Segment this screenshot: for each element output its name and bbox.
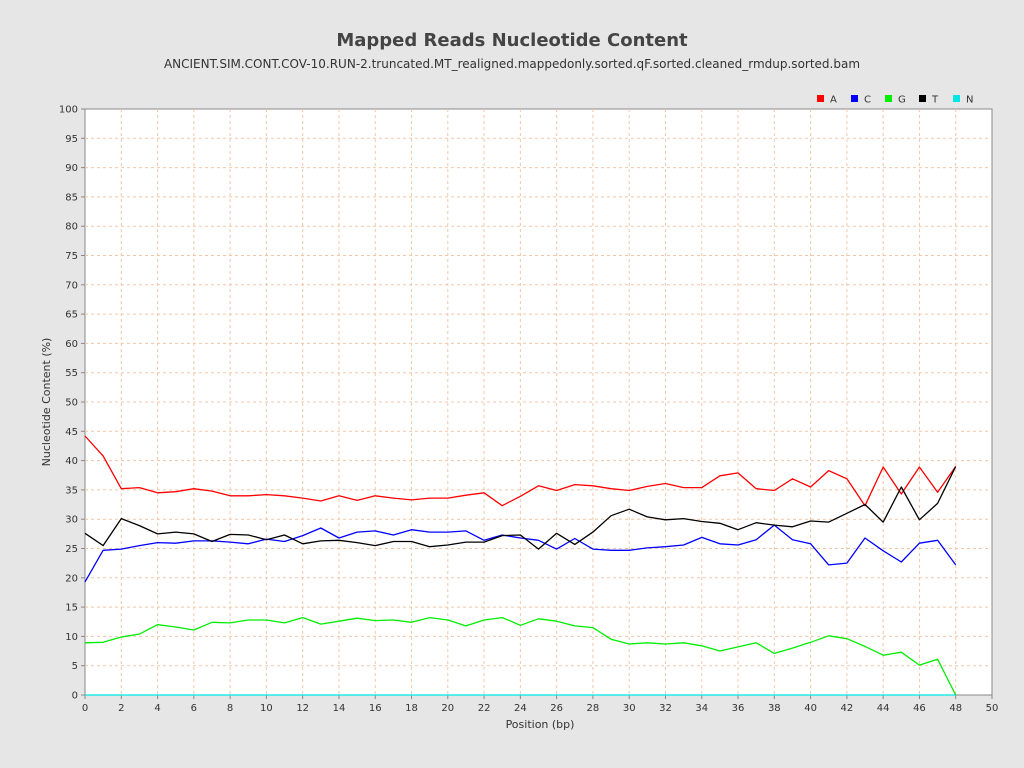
axes: 0510152025303540455055606570758085909510… xyxy=(59,105,998,715)
legend-label-N: N xyxy=(966,95,973,106)
x-tick-label: 46 xyxy=(913,703,926,714)
x-tick-label: 34 xyxy=(695,703,708,714)
y-tick-label: 25 xyxy=(65,544,78,555)
y-tick-label: 20 xyxy=(65,573,78,584)
y-tick-label: 40 xyxy=(65,456,78,467)
y-tick-label: 55 xyxy=(65,368,78,379)
x-tick-label: 14 xyxy=(333,703,346,714)
x-tick-label: 50 xyxy=(986,703,999,714)
x-tick-label: 24 xyxy=(514,703,527,714)
legend-swatch-T xyxy=(919,95,926,102)
y-tick-label: 95 xyxy=(65,134,78,145)
legend-label-C: C xyxy=(864,95,871,106)
x-tick-label: 26 xyxy=(550,703,563,714)
series-line-T xyxy=(84,466,957,550)
grid xyxy=(85,109,992,695)
y-tick-label: 70 xyxy=(65,280,78,291)
x-tick-label: 44 xyxy=(877,703,890,714)
legend-swatch-C xyxy=(851,95,858,102)
y-tick-label: 80 xyxy=(65,222,78,233)
series-line-C xyxy=(84,524,957,583)
x-tick-label: 12 xyxy=(296,703,309,714)
y-tick-label: 10 xyxy=(65,632,78,643)
legend-label-A: A xyxy=(830,95,837,106)
x-tick-label: 30 xyxy=(623,703,636,714)
x-tick-label: 40 xyxy=(804,703,817,714)
x-tick-label: 4 xyxy=(154,703,160,714)
x-tick-label: 8 xyxy=(227,703,233,714)
series-line-A xyxy=(84,435,957,507)
y-axis-label: Nucleotide Content (%) xyxy=(40,338,53,467)
x-axis-label: Position (bp) xyxy=(506,718,575,731)
x-tick-label: 6 xyxy=(191,703,197,714)
legend-swatch-N xyxy=(953,95,960,102)
y-tick-label: 90 xyxy=(65,163,78,174)
x-tick-label: 32 xyxy=(659,703,672,714)
x-tick-label: 10 xyxy=(260,703,273,714)
chart-title: Mapped Reads Nucleotide Content xyxy=(336,30,688,51)
y-tick-label: 30 xyxy=(65,515,78,526)
y-tick-label: 60 xyxy=(65,339,78,350)
x-tick-label: 22 xyxy=(478,703,491,714)
y-tick-label: 15 xyxy=(65,603,78,614)
chart-subtitle: ANCIENT.SIM.CONT.COV-10.RUN-2.truncated.… xyxy=(163,57,861,71)
legend-swatch-A xyxy=(817,95,824,102)
y-tick-label: 0 xyxy=(72,691,78,702)
x-tick-label: 0 xyxy=(82,703,88,714)
y-tick-label: 85 xyxy=(65,192,78,203)
x-tick-label: 36 xyxy=(732,703,745,714)
x-tick-label: 42 xyxy=(841,703,854,714)
y-tick-label: 75 xyxy=(65,251,78,262)
y-tick-label: 35 xyxy=(65,485,78,496)
y-tick-label: 50 xyxy=(65,398,78,409)
x-tick-label: 48 xyxy=(949,703,962,714)
y-tick-label: 45 xyxy=(65,427,78,438)
y-tick-label: 65 xyxy=(65,310,78,321)
x-tick-label: 20 xyxy=(441,703,454,714)
series-lines xyxy=(84,435,957,696)
y-tick-label: 5 xyxy=(72,661,78,672)
y-tick-label: 100 xyxy=(59,105,78,116)
x-tick-label: 16 xyxy=(369,703,382,714)
x-tick-label: 38 xyxy=(768,703,781,714)
legend-label-G: G xyxy=(898,95,906,106)
series-line-G xyxy=(84,616,957,696)
x-tick-label: 18 xyxy=(405,703,418,714)
x-tick-label: 28 xyxy=(587,703,600,714)
legend-swatch-G xyxy=(885,95,892,102)
x-tick-label: 2 xyxy=(118,703,124,714)
legend-label-T: T xyxy=(931,95,939,106)
